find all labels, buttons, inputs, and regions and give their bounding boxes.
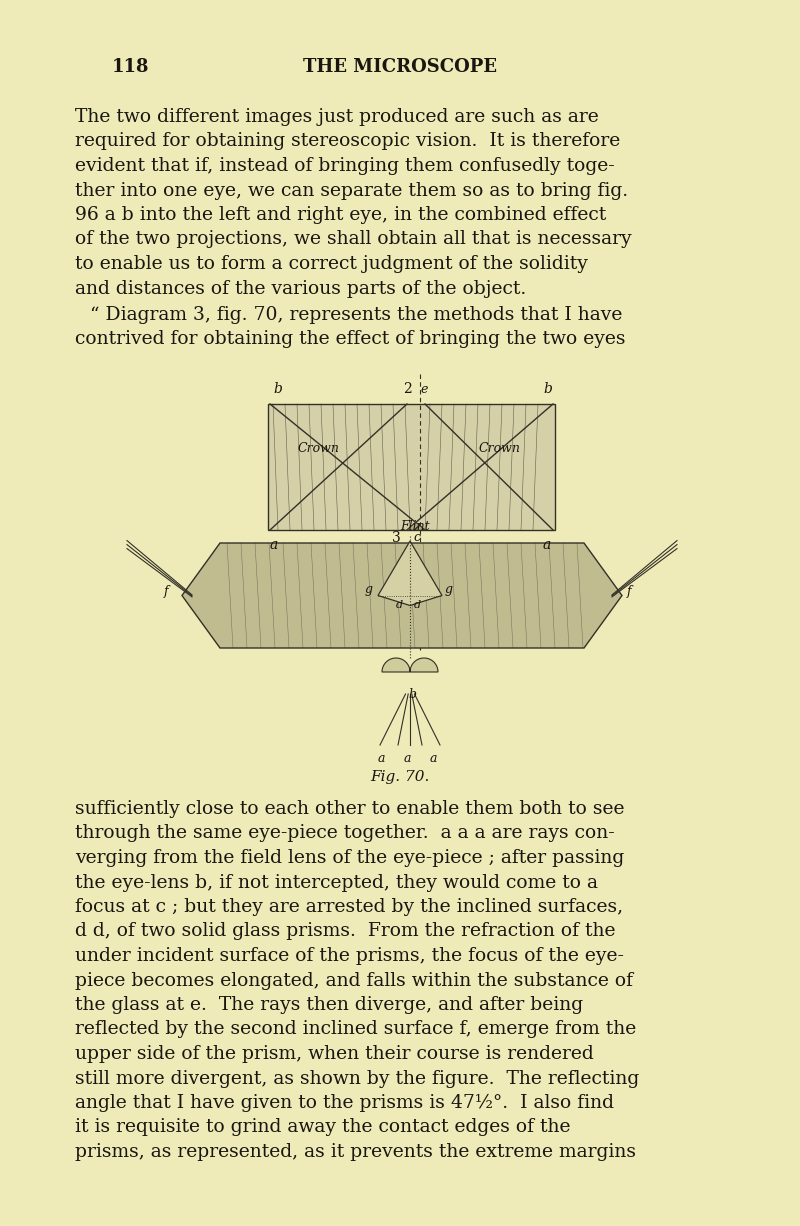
Text: a: a	[543, 538, 551, 552]
Text: d d, of two solid glass prisms.  From the refraction of the: d d, of two solid glass prisms. From the…	[75, 922, 615, 940]
Polygon shape	[407, 522, 425, 530]
Polygon shape	[378, 541, 442, 606]
Polygon shape	[382, 658, 438, 672]
Text: Flint: Flint	[400, 520, 430, 533]
Text: a: a	[430, 752, 438, 765]
Text: d: d	[396, 600, 403, 609]
Text: a: a	[404, 752, 411, 765]
Text: e: e	[420, 383, 427, 396]
Text: ther into one eye, we can separate them so as to bring fig.: ther into one eye, we can separate them …	[75, 181, 628, 200]
Text: under incident surface of the prisms, the focus of the eye-: under incident surface of the prisms, th…	[75, 946, 624, 965]
Text: c: c	[413, 531, 420, 544]
Text: Crown: Crown	[298, 441, 340, 455]
Text: “ Diagram 3, fig. 70, represents the methods that I have: “ Diagram 3, fig. 70, represents the met…	[90, 306, 622, 324]
Text: angle that I have given to the prisms is 47½°.  I also find: angle that I have given to the prisms is…	[75, 1094, 614, 1112]
Text: a: a	[270, 538, 278, 552]
Text: and distances of the various parts of the object.: and distances of the various parts of th…	[75, 280, 526, 298]
Text: 118: 118	[112, 58, 150, 76]
Text: d: d	[414, 600, 421, 609]
Text: Crown: Crown	[478, 441, 520, 455]
Polygon shape	[268, 405, 555, 530]
Text: required for obtaining stereoscopic vision.  It is therefore: required for obtaining stereoscopic visi…	[75, 132, 620, 151]
Text: still more divergent, as shown by the figure.  The reflecting: still more divergent, as shown by the fi…	[75, 1069, 639, 1087]
Text: piece becomes elongated, and falls within the substance of: piece becomes elongated, and falls withi…	[75, 971, 633, 989]
Text: f: f	[164, 585, 169, 598]
Text: The two different images just produced are such as are: The two different images just produced a…	[75, 108, 598, 126]
Text: to enable us to form a correct judgment of the solidity: to enable us to form a correct judgment …	[75, 255, 588, 273]
Text: a: a	[378, 752, 386, 765]
Polygon shape	[182, 543, 622, 649]
Text: through the same eye-piece together.  a a a are rays con-: through the same eye-piece together. a a…	[75, 825, 614, 842]
Text: the glass at e.  The rays then diverge, and after being: the glass at e. The rays then diverge, a…	[75, 996, 583, 1014]
Text: g: g	[365, 584, 373, 596]
Text: contrived for obtaining the effect of bringing the two eyes: contrived for obtaining the effect of br…	[75, 331, 626, 348]
Text: it is requisite to grind away the contact edges of the: it is requisite to grind away the contac…	[75, 1118, 570, 1137]
Text: g: g	[445, 584, 453, 596]
Text: focus at c ; but they are arrested by the inclined surfaces,: focus at c ; but they are arrested by th…	[75, 897, 623, 916]
Text: b: b	[273, 383, 282, 396]
Text: f: f	[627, 585, 632, 598]
Text: THE MICROSCOPE: THE MICROSCOPE	[303, 58, 497, 76]
Text: sufficiently close to each other to enable them both to see: sufficiently close to each other to enab…	[75, 801, 625, 818]
Text: Fig. 70.: Fig. 70.	[370, 770, 430, 783]
Text: prisms, as represented, as it prevents the extreme margins: prisms, as represented, as it prevents t…	[75, 1143, 636, 1161]
Text: b: b	[408, 688, 416, 701]
Text: evident that if, instead of bringing them confusedly toge-: evident that if, instead of bringing the…	[75, 157, 614, 175]
Text: upper side of the prism, when their course is rendered: upper side of the prism, when their cour…	[75, 1045, 594, 1063]
Text: the eye-lens b, if not intercepted, they would come to a: the eye-lens b, if not intercepted, they…	[75, 873, 598, 891]
Text: 3: 3	[392, 531, 401, 546]
Text: reflected by the second inclined surface f, emerge from the: reflected by the second inclined surface…	[75, 1020, 636, 1038]
Text: 2: 2	[403, 383, 412, 396]
Text: b: b	[543, 383, 552, 396]
Text: 96 a b into the left and right eye, in the combined effect: 96 a b into the left and right eye, in t…	[75, 206, 606, 224]
Text: of the two projections, we shall obtain all that is necessary: of the two projections, we shall obtain …	[75, 230, 632, 249]
Text: verging from the field lens of the eye-piece ; after passing: verging from the field lens of the eye-p…	[75, 848, 624, 867]
